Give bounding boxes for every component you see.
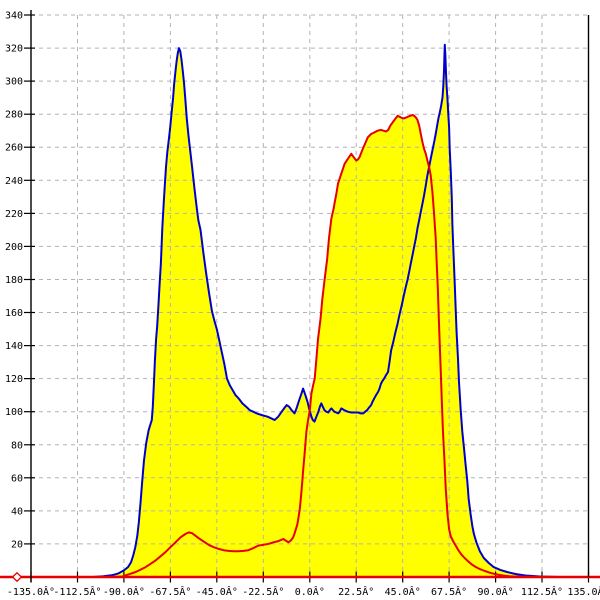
y-axis-tick-label: 260: [5, 143, 23, 154]
blue-series-line: [30, 43, 590, 578]
y-axis-tick-label: 200: [5, 242, 23, 253]
y-axis-tick-label: 80: [11, 440, 23, 451]
x-axis-tick-label: 0.0Â°: [295, 585, 325, 598]
x-axis-tick-label: -112.5Â°: [53, 585, 101, 598]
x-axis-tick-label: -90.0Â°: [103, 585, 145, 598]
y-axis-tick-label: 160: [5, 308, 23, 319]
y-axis-tick-label: 320: [5, 44, 23, 55]
x-axis-tick-label: 67.5Â°: [431, 585, 467, 598]
y-axis-tick-label: 340: [5, 11, 23, 22]
y-axis-tick-label: 240: [5, 176, 23, 187]
x-axis-tick-label: -45.0Â°: [196, 585, 238, 598]
y-axis-tick-label: 100: [5, 407, 23, 418]
y-axis-tick-label: 40: [11, 506, 23, 517]
yellow-area-fill-red: [31, 115, 589, 577]
x-axis-tick-label: 22.5Â°: [338, 585, 374, 598]
x-axis-tick-label: -135.0Â°: [7, 585, 55, 598]
x-axis-tick-label: 112.5Â°: [521, 585, 563, 598]
x-axis-tick-label: 45.0Â°: [385, 585, 421, 598]
y-axis-tick-label: 60: [11, 473, 23, 484]
x-axis-tick-label: -67.5Â°: [149, 585, 191, 598]
y-axis-tick-label: 280: [5, 110, 23, 121]
x-axis-tick-label: 90.0Â°: [478, 585, 514, 598]
y-axis-tick-label: 140: [5, 341, 23, 352]
y-axis-tick-label: 300: [5, 77, 23, 88]
y-axis-tick-label: 20: [11, 539, 23, 550]
x-axis-tick-label: 135.0Â°: [567, 585, 600, 598]
red-series-line: [30, 114, 590, 578]
baseline-diamond-marker: [11, 571, 23, 583]
y-axis-tick-label: 120: [5, 374, 23, 385]
x-axis-tick-label: -22.5Â°: [242, 585, 284, 598]
y-axis-tick-label: 220: [5, 209, 23, 220]
y-axis-tick-label: 180: [5, 275, 23, 286]
